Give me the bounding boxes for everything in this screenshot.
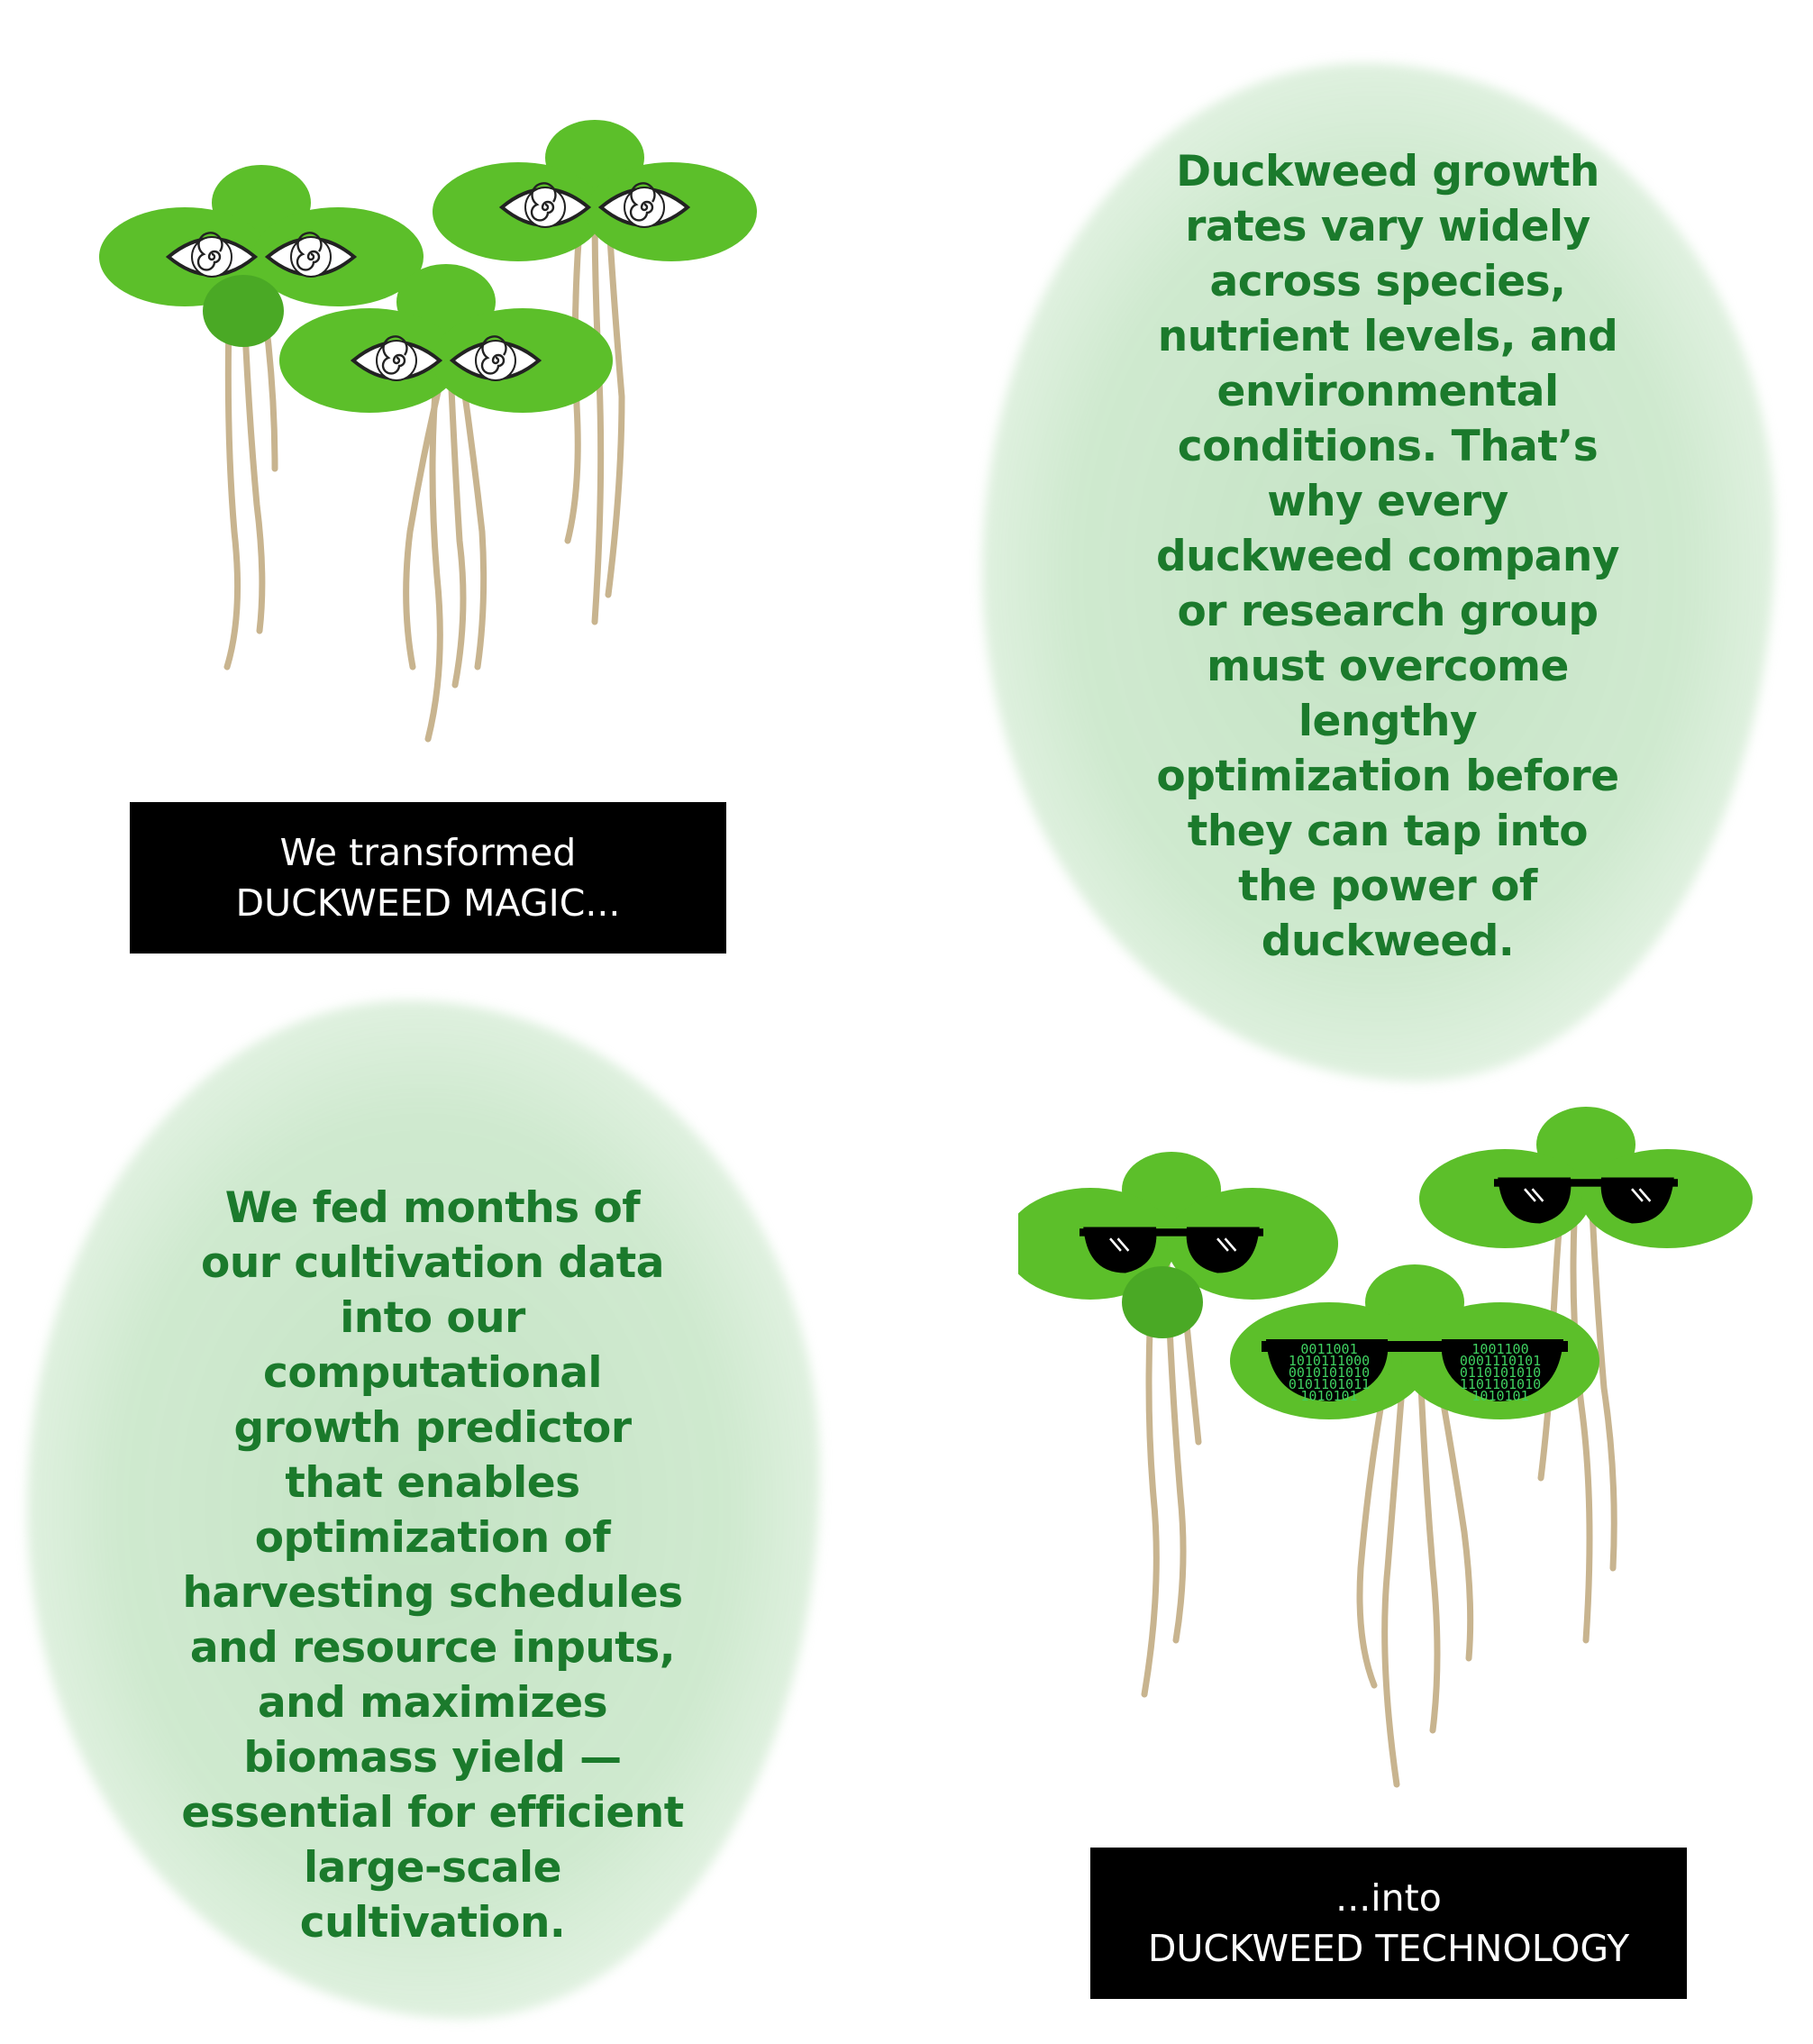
binary-digits: 0010101010 bbox=[1289, 1364, 1370, 1381]
caption-duckweed-magic: We transformed DUCKWEED MAGIC... bbox=[130, 802, 726, 954]
duckweed-sunglasses-icon: 0011001101011100000101010100101101011101… bbox=[1018, 1107, 1753, 1788]
growth-predictor-paragraph: We fed months of our cultivation data in… bbox=[181, 1183, 684, 1948]
binary-digits: 1010111000 bbox=[1289, 1353, 1370, 1369]
binary-digits: 1001100 bbox=[1471, 1341, 1528, 1357]
binary-digits: 0101101011 bbox=[1289, 1376, 1370, 1392]
binary-digits: 0011001 bbox=[1300, 1341, 1357, 1357]
caption-magic-line2: DUCKWEED MAGIC... bbox=[235, 881, 621, 925]
binary-digits: 0110101010 bbox=[1460, 1364, 1541, 1381]
caption-tech-line2: DUCKWEED TECHNOLOGY bbox=[1147, 1927, 1630, 1970]
watercolor-blob-top-right bbox=[982, 63, 1775, 1081]
growth-rates-paragraph: Duckweed growth rates vary widely across… bbox=[1156, 147, 1619, 966]
caption-duckweed-technology: ...into DUCKWEED TECHNOLOGY bbox=[1090, 1848, 1687, 1999]
caption-tech-line1: ...into bbox=[1335, 1876, 1442, 1920]
binary-digits: 1010101 bbox=[1471, 1388, 1528, 1404]
caption-magic-line1: We transformed bbox=[279, 831, 577, 874]
binary-digits: 0001110101 bbox=[1460, 1353, 1541, 1369]
duckweed-spiral-eyes-icon bbox=[99, 120, 757, 743]
binary-digits: 1101101010 bbox=[1460, 1376, 1541, 1392]
binary-digits: 1010101 bbox=[1300, 1388, 1357, 1404]
watercolor-blob-bottom-left bbox=[27, 1000, 820, 2019]
